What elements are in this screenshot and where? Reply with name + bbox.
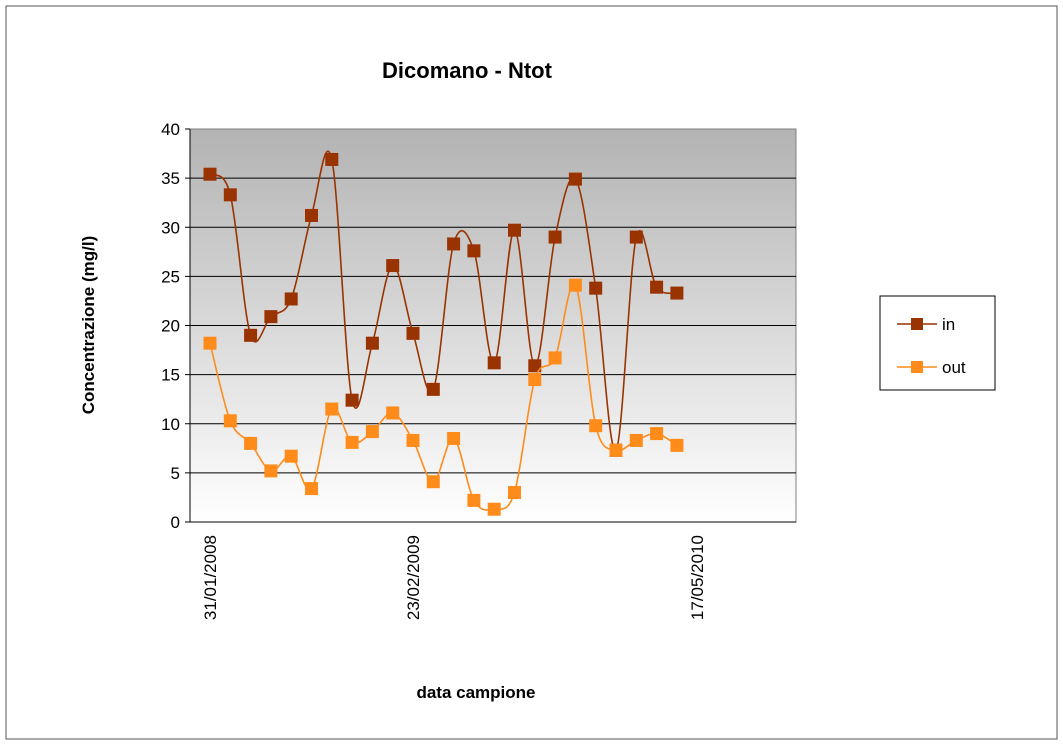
marker xyxy=(426,382,440,396)
marker xyxy=(305,482,318,496)
marker xyxy=(426,475,440,489)
marker xyxy=(670,286,684,300)
marker xyxy=(508,223,521,237)
marker xyxy=(325,402,339,416)
marker xyxy=(629,230,643,244)
marker xyxy=(386,259,400,273)
marker xyxy=(386,406,400,420)
y-axis-label: Concentrazione (mg/l) xyxy=(79,236,98,415)
marker xyxy=(223,188,237,202)
marker xyxy=(487,502,501,516)
y-tick-label: 35 xyxy=(161,169,180,188)
y-tick-label: 30 xyxy=(161,218,180,237)
y-tick-label: 25 xyxy=(161,267,180,286)
marker xyxy=(548,351,562,365)
marker xyxy=(447,237,461,251)
marker xyxy=(406,433,420,447)
marker xyxy=(325,152,339,166)
marker xyxy=(548,230,562,244)
marker xyxy=(609,443,623,457)
x-axis-label: data campione xyxy=(416,683,535,702)
marker xyxy=(467,244,481,258)
marker xyxy=(345,393,359,407)
x-tick-label: 17/05/2010 xyxy=(688,535,707,620)
marker xyxy=(284,449,298,463)
marker xyxy=(528,373,542,387)
marker xyxy=(365,425,379,439)
marker xyxy=(223,414,237,428)
marker xyxy=(203,167,217,181)
marker xyxy=(305,208,318,222)
marker xyxy=(508,486,521,500)
legend-label: out xyxy=(942,358,966,377)
y-tick-label: 20 xyxy=(161,317,180,336)
chart-title: Dicomano - Ntot xyxy=(382,58,553,83)
legend-label: in xyxy=(942,315,955,334)
y-tick-label: 5 xyxy=(171,464,180,483)
marker xyxy=(568,278,582,292)
marker xyxy=(589,281,603,295)
marker xyxy=(244,436,258,450)
legend xyxy=(879,295,996,391)
marker xyxy=(568,172,582,186)
marker xyxy=(467,493,481,507)
marker xyxy=(650,427,664,441)
marker xyxy=(447,431,461,445)
y-tick-label: 10 xyxy=(161,415,180,434)
marker xyxy=(345,435,359,449)
marker xyxy=(589,419,603,433)
marker xyxy=(528,359,542,373)
marker xyxy=(670,438,684,452)
y-tick-label: 15 xyxy=(161,366,180,385)
marker xyxy=(284,292,298,306)
legend-marker xyxy=(911,361,923,373)
marker xyxy=(629,433,643,447)
y-tick-label: 0 xyxy=(171,513,180,532)
marker xyxy=(365,336,379,350)
y-tick-label: 40 xyxy=(161,120,180,139)
marker xyxy=(264,464,278,478)
marker xyxy=(650,280,664,294)
legend-marker xyxy=(911,318,923,330)
marker xyxy=(244,328,258,342)
marker xyxy=(203,336,217,350)
marker xyxy=(406,326,420,340)
x-tick-label: 31/01/2008 xyxy=(201,535,220,620)
marker xyxy=(487,356,501,370)
marker xyxy=(264,310,278,324)
x-tick-label: 23/02/2009 xyxy=(404,535,423,620)
